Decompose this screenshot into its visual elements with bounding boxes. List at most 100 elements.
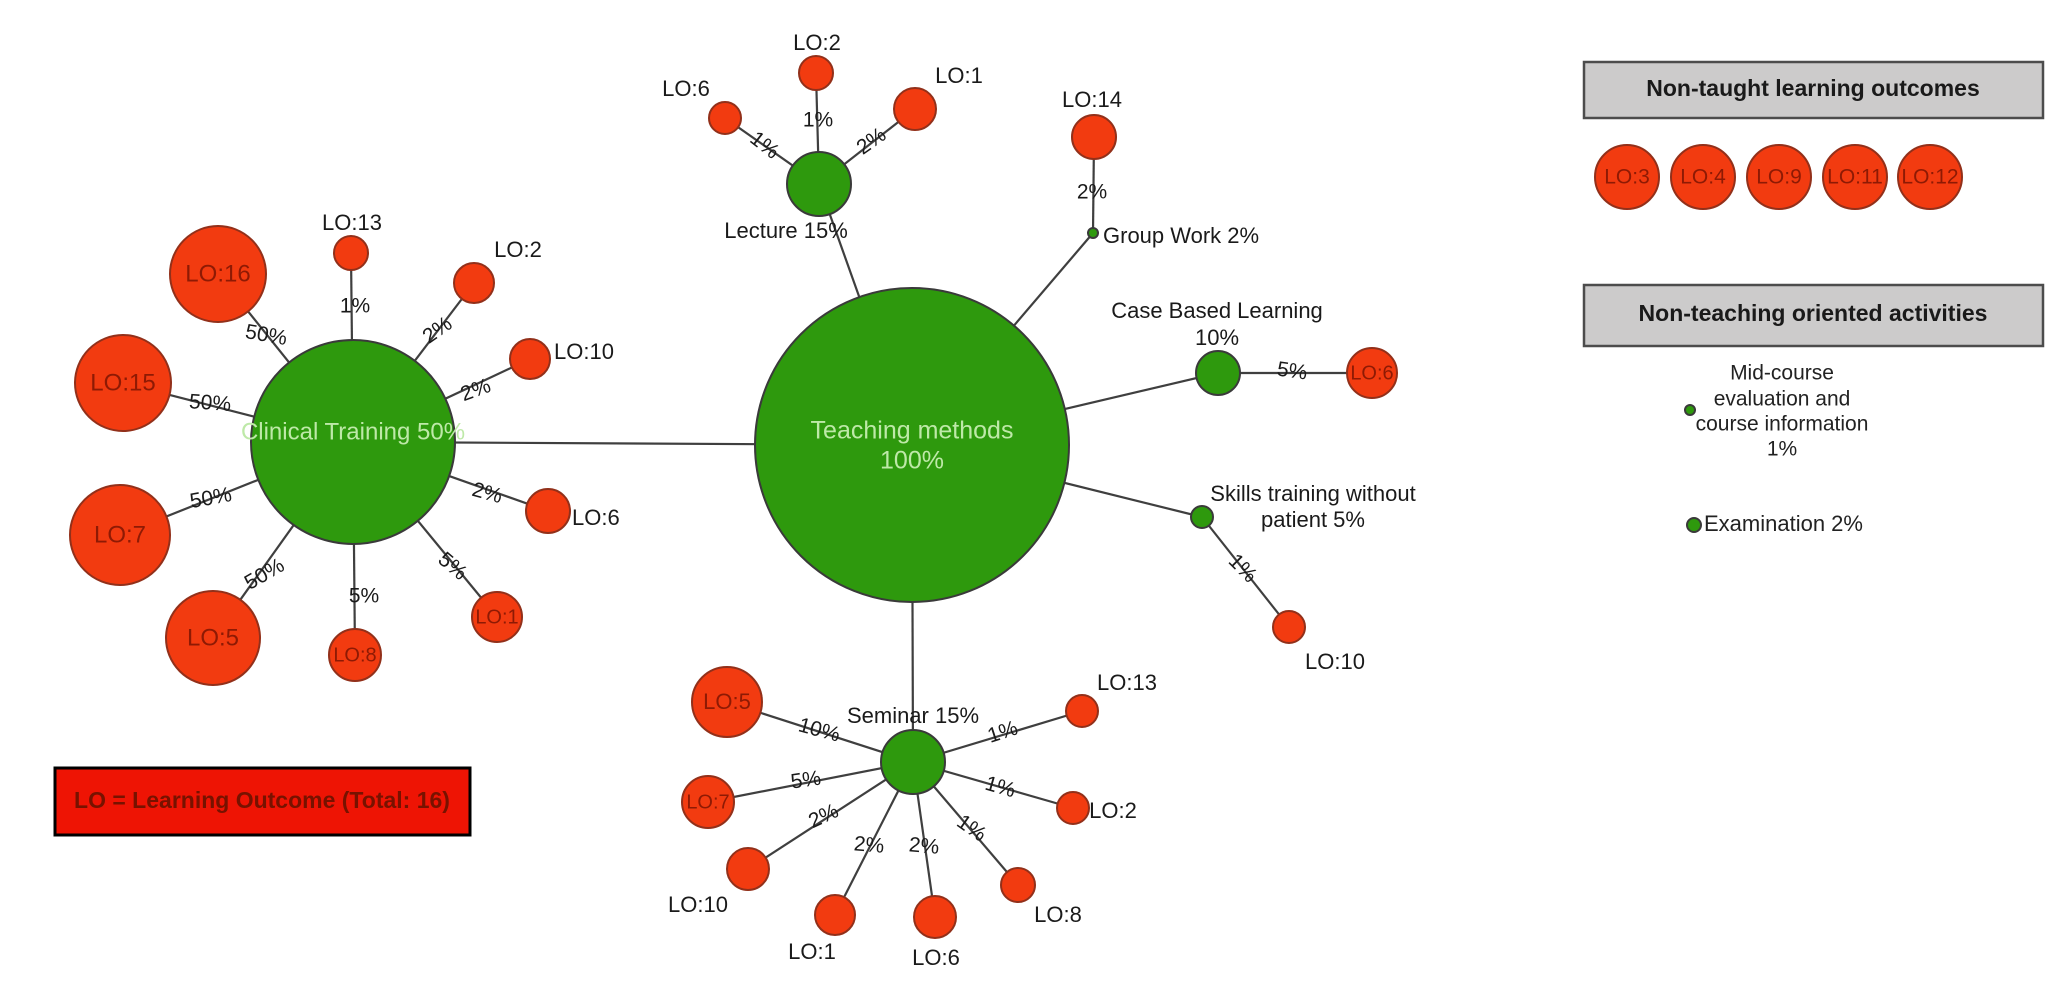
edge-percent-label-7: 50% (241, 554, 289, 595)
node-label-lo10-skills-0: LO:10 (1305, 649, 1365, 674)
legend-text: LO = Learning Outcome (Total: 16) (74, 787, 450, 813)
node-lo15-clinical (74, 334, 172, 432)
node-lo10-seminar (726, 847, 770, 891)
node-teaching-methods (754, 287, 1070, 603)
node-label-lo12-nontaught-0: LO:12 (1901, 166, 1958, 189)
non-taught-panel-box (1582, 60, 2045, 120)
midcourse-label-line1: Mid-course (1730, 362, 1834, 385)
node-lo3-nontaught (1594, 144, 1660, 210)
node-label-lo2-seminar-0: LO:2 (1089, 798, 1137, 823)
node-label-lo13-clinical-0: LO:13 (322, 210, 382, 235)
legend-box (53, 766, 472, 837)
node-label-lo2-lecture-0: LO:2 (793, 30, 841, 55)
node-lo8-clinical (328, 628, 382, 682)
free-label-3: Case Based Learning (1111, 298, 1323, 323)
edge-23 (707, 760, 914, 804)
node-label-lo6-clinical-0: LO:6 (572, 505, 620, 530)
edge-percent-label-3: 50% (188, 390, 232, 416)
node-label-lo6-lecture-0: LO:6 (662, 76, 710, 101)
node-group-work-dot (1087, 227, 1099, 239)
diagram-nodes (69, 55, 1963, 939)
node-label-lo8-clinical-0: LO:8 (333, 644, 376, 666)
non-teaching-panel-title: Non-teaching oriented activities (1639, 300, 1988, 326)
node-lo5-seminar (691, 666, 763, 738)
edge-percent-label-22: 1% (983, 772, 1019, 802)
node-label-lo1-clinical-0: LO:1 (475, 606, 518, 628)
node-lo6-seminar (913, 895, 957, 939)
node-label-lo11-nontaught-0: LO:11 (1827, 166, 1883, 189)
node-label-lo15-clinical-0: LO:15 (90, 369, 155, 396)
node-lo10-skills (1272, 610, 1306, 644)
edge-percent-label-16: 10% (796, 714, 843, 747)
edge-percent-label-1: 1% (340, 295, 370, 318)
node-lo2-lecture (798, 55, 834, 91)
edge-percent-label-17: 5% (789, 767, 822, 794)
node-lo1-lecture (893, 87, 937, 131)
node-lo13-seminar (1065, 694, 1099, 728)
node-label-lo14-groupwork-0: LO:14 (1062, 87, 1122, 112)
free-label-5: Skills training without (1210, 481, 1415, 506)
edge-percent-label-15: 1% (1224, 549, 1262, 587)
midcourse-label-line2: evaluation and (1714, 388, 1851, 411)
free-label-4: 10% (1195, 325, 1239, 350)
node-label-lo8-seminar-0: LO:8 (1034, 902, 1082, 927)
node-lo11-nontaught (1822, 144, 1888, 210)
edge-percent-label-13: 2% (1077, 181, 1107, 204)
midcourse-label-line4: 1% (1767, 438, 1797, 461)
node-label-lo10-clinical-0: LO:10 (554, 339, 614, 364)
non-taught-panel-title: Non-taught learning outcomes (1646, 75, 1980, 101)
free-label-6: patient 5% (1261, 507, 1365, 532)
edge-20 (1201, 516, 1290, 628)
node-lo4-nontaught (1670, 144, 1736, 210)
edge-percent-label-2: 2% (418, 312, 456, 348)
edge-percent-label-8: 5% (349, 585, 379, 608)
node-label-lo4-nontaught-0: LO:4 (1680, 166, 1726, 189)
node-lo10-clinical (509, 338, 551, 380)
node-lo14-groupwork (1071, 114, 1117, 160)
node-lo6-casebased (1346, 347, 1398, 399)
edge-percent-label-11: 1% (803, 109, 833, 132)
free-label-2: Group Work 2% (1103, 223, 1259, 248)
node-lo8-seminar (1000, 867, 1036, 903)
node-label-lo6-seminar-0: LO:6 (912, 945, 960, 970)
examination-label: Examination 2% (1704, 511, 1863, 536)
node-label-lo5-seminar-0: LO:5 (703, 689, 751, 714)
node-label-teaching-methods-0: Teaching methods (811, 417, 1014, 445)
node-lo2-seminar (1056, 791, 1090, 825)
node-label-teaching-methods-1: 100% (880, 447, 944, 475)
edge-percent-label-20: 2% (908, 833, 940, 859)
node-lo16-clinical (169, 225, 267, 323)
free-label-1: Seminar 15% (847, 703, 979, 728)
node-label-lo1-lecture-0: LO:1 (935, 63, 983, 88)
edge-percent-label-5: 50% (188, 483, 233, 513)
node-label-lo7-seminar-0: LO:7 (686, 791, 729, 813)
node-label-lo3-nontaught-0: LO:3 (1604, 166, 1650, 189)
node-lo6-clinical (525, 488, 571, 534)
free-label-0: Lecture 15% (724, 218, 848, 243)
edge-percent-label-14: 5% (1276, 358, 1309, 385)
node-label-lo13-seminar-0: LO:13 (1097, 670, 1157, 695)
node-label-lo16-clinical-0: LO:16 (185, 260, 250, 287)
node-midcourse-dot (1684, 404, 1696, 416)
midcourse-label-line3: course information (1696, 413, 1869, 436)
non-teaching-panel-box (1582, 283, 2045, 348)
edge-percent-label-19: 2% (853, 832, 885, 858)
node-lo1-clinical (471, 591, 523, 643)
node-lo1-seminar (814, 894, 856, 936)
edge-percent-label-23: 1% (985, 716, 1021, 747)
node-examination-dot (1686, 517, 1702, 533)
node-label-lo5-clinical-0: LO:5 (187, 624, 239, 651)
node-lo5-clinical (165, 590, 261, 686)
node-label-lo1-seminar-0: LO:1 (788, 939, 836, 964)
node-seminar (880, 729, 946, 795)
node-lo2-clinical (453, 262, 495, 304)
node-lo12-nontaught (1897, 144, 1963, 210)
node-label-lo9-nontaught-0: LO:9 (1756, 166, 1802, 189)
node-lo13-clinical (333, 235, 369, 271)
node-label-clinical-training-0: Clinical Training 50% (241, 418, 465, 445)
node-label-lo2-clinical-0: LO:2 (494, 237, 542, 262)
node-lo7-seminar (681, 775, 735, 829)
node-label-lo7-clinical-0: LO:7 (94, 521, 146, 548)
